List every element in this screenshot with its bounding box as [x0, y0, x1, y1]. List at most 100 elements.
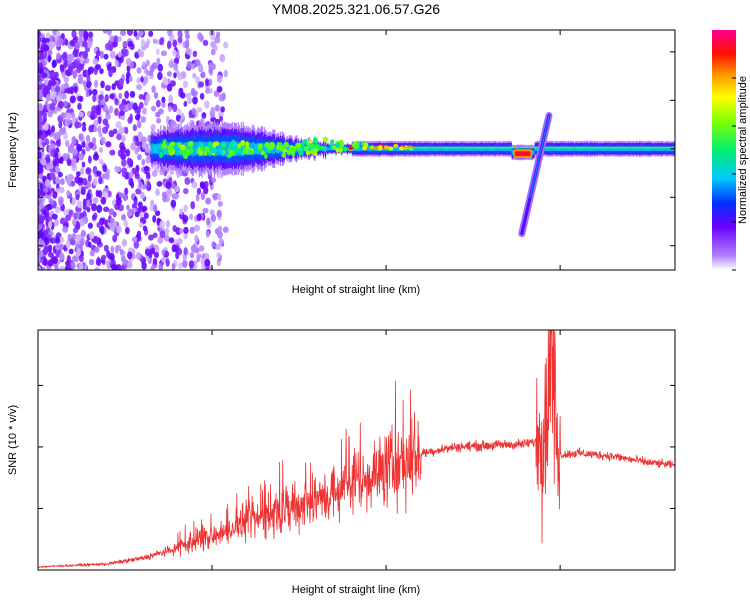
noise-speck	[38, 206, 41, 215]
band-column	[495, 146, 497, 151]
band-column	[458, 146, 460, 151]
band-column	[604, 146, 606, 151]
spectrogram-axes	[37, 30, 675, 270]
noise-speck	[146, 38, 151, 46]
band-column	[666, 146, 668, 151]
noise-speck	[38, 67, 44, 75]
noise-speck	[39, 52, 45, 60]
noise-speck	[121, 238, 128, 247]
band-column	[216, 141, 218, 157]
band-column	[420, 146, 422, 152]
noise-speck	[85, 90, 90, 98]
band-column	[615, 146, 618, 151]
noise-speck	[146, 180, 151, 189]
band-column	[476, 146, 478, 151]
noise-speck	[60, 83, 65, 93]
band-column	[422, 146, 424, 151]
noise-speck	[38, 40, 41, 50]
band-column	[153, 143, 155, 154]
noise-speck	[56, 95, 61, 102]
band-blob	[278, 145, 285, 151]
band-column	[150, 143, 152, 154]
noise-speck	[168, 94, 174, 103]
band-column	[426, 146, 428, 151]
noise-speck	[39, 91, 43, 99]
noise-speck	[98, 147, 104, 153]
noise-speck	[209, 88, 213, 94]
noise-speck	[177, 238, 183, 245]
noise-speck	[168, 105, 172, 112]
noise-speck	[198, 81, 205, 88]
band-column	[359, 146, 361, 151]
noise-speck	[126, 64, 131, 73]
band-column	[469, 146, 471, 151]
noise-speck	[114, 107, 119, 117]
noise-speck	[47, 49, 53, 56]
noise-speck	[96, 170, 102, 177]
band-column	[175, 141, 177, 156]
noise-speck	[166, 71, 173, 77]
band-column	[632, 146, 634, 151]
noise-speck	[217, 225, 223, 232]
band-column	[625, 146, 627, 151]
noise-speck	[44, 79, 49, 86]
noise-speck	[185, 92, 192, 99]
noise-speck	[217, 111, 224, 118]
noise-speck	[133, 30, 138, 37]
noise-speck	[183, 100, 188, 107]
noise-speck	[118, 92, 123, 100]
band-column	[156, 144, 158, 154]
band-blob	[207, 141, 213, 148]
snr-x-axis-label: Height of straight line (km)	[292, 584, 420, 596]
band-blob	[162, 142, 167, 148]
band-column	[553, 146, 555, 151]
noise-speck	[38, 222, 43, 231]
band-column	[158, 143, 160, 155]
band-column	[649, 146, 651, 152]
band-blob	[214, 141, 220, 146]
band-column	[217, 142, 219, 156]
band-blob	[240, 140, 246, 147]
band-column	[534, 146, 536, 151]
noise-speck	[156, 117, 162, 124]
noise-speck	[211, 241, 216, 248]
band-column	[393, 146, 396, 151]
noise-speck	[51, 213, 58, 220]
band-blob	[281, 152, 287, 158]
noise-speck	[115, 197, 122, 206]
noise-speck	[125, 57, 132, 67]
noise-speck	[82, 198, 87, 207]
noise-speck	[38, 62, 43, 69]
band-column	[458, 146, 461, 151]
band-column	[592, 146, 594, 151]
band-blob	[169, 141, 176, 147]
band-column	[630, 146, 632, 151]
noise-speck	[93, 235, 99, 244]
band-blob	[219, 148, 224, 155]
band-blob	[163, 147, 168, 154]
band-column	[435, 146, 438, 151]
noise-speck	[173, 192, 180, 200]
noise-speck	[145, 59, 150, 67]
noise-speck	[52, 158, 58, 167]
band-column	[423, 146, 425, 151]
band-column	[600, 146, 602, 151]
band-column	[535, 146, 537, 151]
noise-speck	[124, 90, 130, 99]
band-column	[622, 146, 624, 151]
noise-speck	[110, 263, 117, 270]
band-blob	[237, 143, 242, 149]
band-column	[594, 146, 597, 151]
noise-speck	[126, 204, 130, 211]
band-column	[569, 146, 571, 151]
noise-speck	[120, 145, 127, 154]
band-column	[488, 146, 490, 151]
noise-speck	[216, 172, 223, 179]
noise-speck	[150, 105, 157, 112]
noise-speck	[196, 187, 202, 195]
noise-speck	[105, 172, 110, 181]
noise-speck	[54, 151, 59, 160]
noise-speck	[181, 259, 188, 268]
noise-speck	[125, 149, 131, 157]
band-column	[508, 146, 510, 152]
